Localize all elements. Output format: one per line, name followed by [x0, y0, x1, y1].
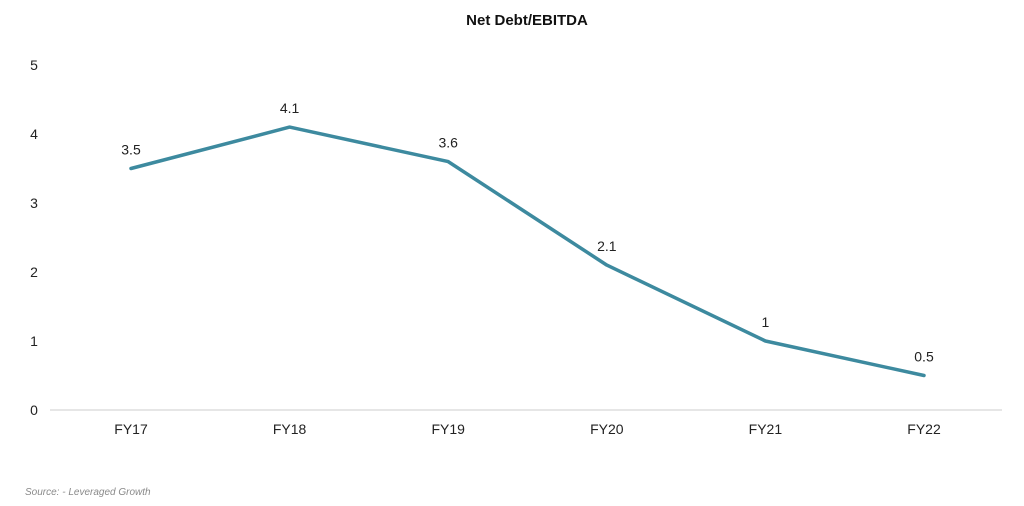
- data-label: 3.6: [438, 135, 458, 151]
- data-labels: 3.5 4.1 3.6 2.1 1 0.5: [121, 100, 934, 364]
- data-label: 4.1: [280, 100, 300, 116]
- data-label: 1: [762, 314, 770, 330]
- y-tick-label: 5: [30, 57, 38, 73]
- x-tick-label: FY22: [907, 421, 941, 437]
- y-tick-label: 1: [30, 333, 38, 349]
- x-tick-label: FY17: [114, 421, 148, 437]
- y-tick-label: 4: [30, 126, 38, 142]
- y-axis: 0 1 2 3 4 5: [30, 57, 38, 418]
- x-axis: FY17 FY18 FY19 FY20 FY21 FY22: [114, 421, 941, 437]
- x-tick-label: FY21: [749, 421, 783, 437]
- x-tick-label: FY19: [431, 421, 465, 437]
- x-tick-label: FY20: [590, 421, 624, 437]
- chart-title: Net Debt/EBITDA: [466, 12, 588, 29]
- y-tick-label: 0: [30, 402, 38, 418]
- data-label: 2.1: [597, 238, 617, 254]
- data-label: 0.5: [914, 349, 934, 365]
- x-tick-label: FY18: [273, 421, 307, 437]
- source-note: Source: - Leveraged Growth: [25, 487, 151, 498]
- series-line: [129, 125, 926, 378]
- y-tick-label: 3: [30, 195, 38, 211]
- data-label: 3.5: [121, 142, 141, 158]
- y-tick-label: 2: [30, 264, 38, 280]
